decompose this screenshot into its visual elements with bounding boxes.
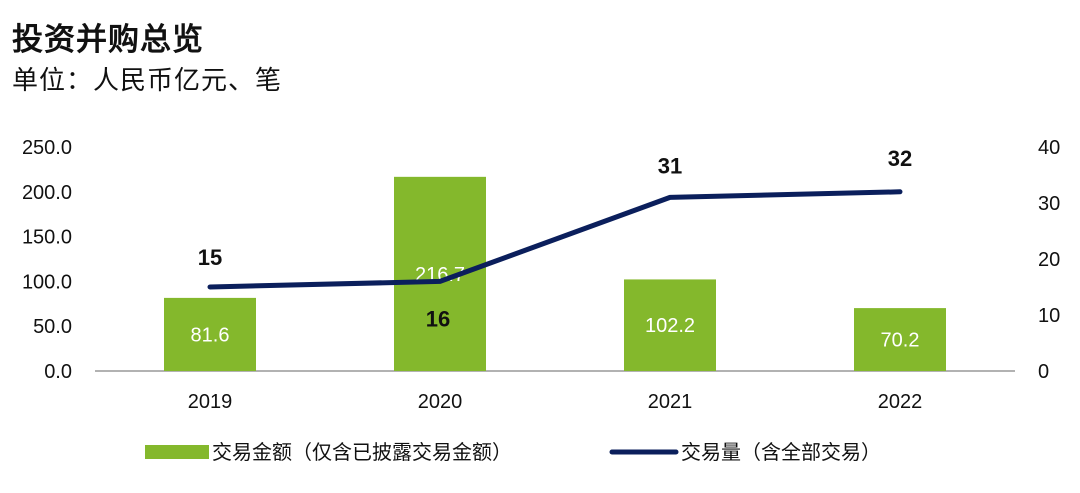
bar-data-label: 81.6 xyxy=(191,324,230,346)
bar xyxy=(164,297,256,371)
x-tick-label: 2019 xyxy=(188,391,233,413)
chart-subtitle: 单位：人民币亿元、笔 xyxy=(12,66,283,96)
y-left-tick-label: 0.0 xyxy=(44,361,72,383)
chart-title: 投资并购总览 xyxy=(12,22,204,58)
x-tick-label: 2020 xyxy=(418,391,463,413)
y-left-tick-label: 150.0 xyxy=(22,227,72,249)
y-left-tick-label: 250.0 xyxy=(22,137,72,159)
y-left-tick-label: 100.0 xyxy=(22,271,72,293)
y-right-tick-label: 10 xyxy=(1038,305,1060,327)
bar-data-label: 70.2 xyxy=(881,330,920,352)
y-right-tick-label: 40 xyxy=(1038,137,1060,159)
legend-line-label: 交易量（含全部交易） xyxy=(681,440,881,464)
y-left-tick-label: 200.0 xyxy=(22,182,72,204)
y-right-tick-label: 20 xyxy=(1038,249,1060,271)
line-data-label: 32 xyxy=(888,146,912,171)
y-left-tick-label: 50.0 xyxy=(33,316,72,338)
bar xyxy=(854,308,946,371)
y-right-tick-label: 0 xyxy=(1038,361,1049,383)
x-tick-label: 2021 xyxy=(648,391,693,413)
line-data-label: 31 xyxy=(658,153,682,178)
line-series xyxy=(207,189,903,290)
bar xyxy=(624,279,716,371)
bar-data-label: 102.2 xyxy=(645,315,695,337)
line-data-label: 15 xyxy=(198,245,222,270)
legend-bar-label: 交易金额（仅含已披露交易金额） xyxy=(212,440,512,464)
y-right-tick-label: 30 xyxy=(1038,193,1060,215)
line-data-label: 16 xyxy=(426,306,450,331)
x-tick-label: 2022 xyxy=(878,391,923,413)
bar xyxy=(394,176,486,371)
legend-bar-swatch xyxy=(145,445,209,459)
